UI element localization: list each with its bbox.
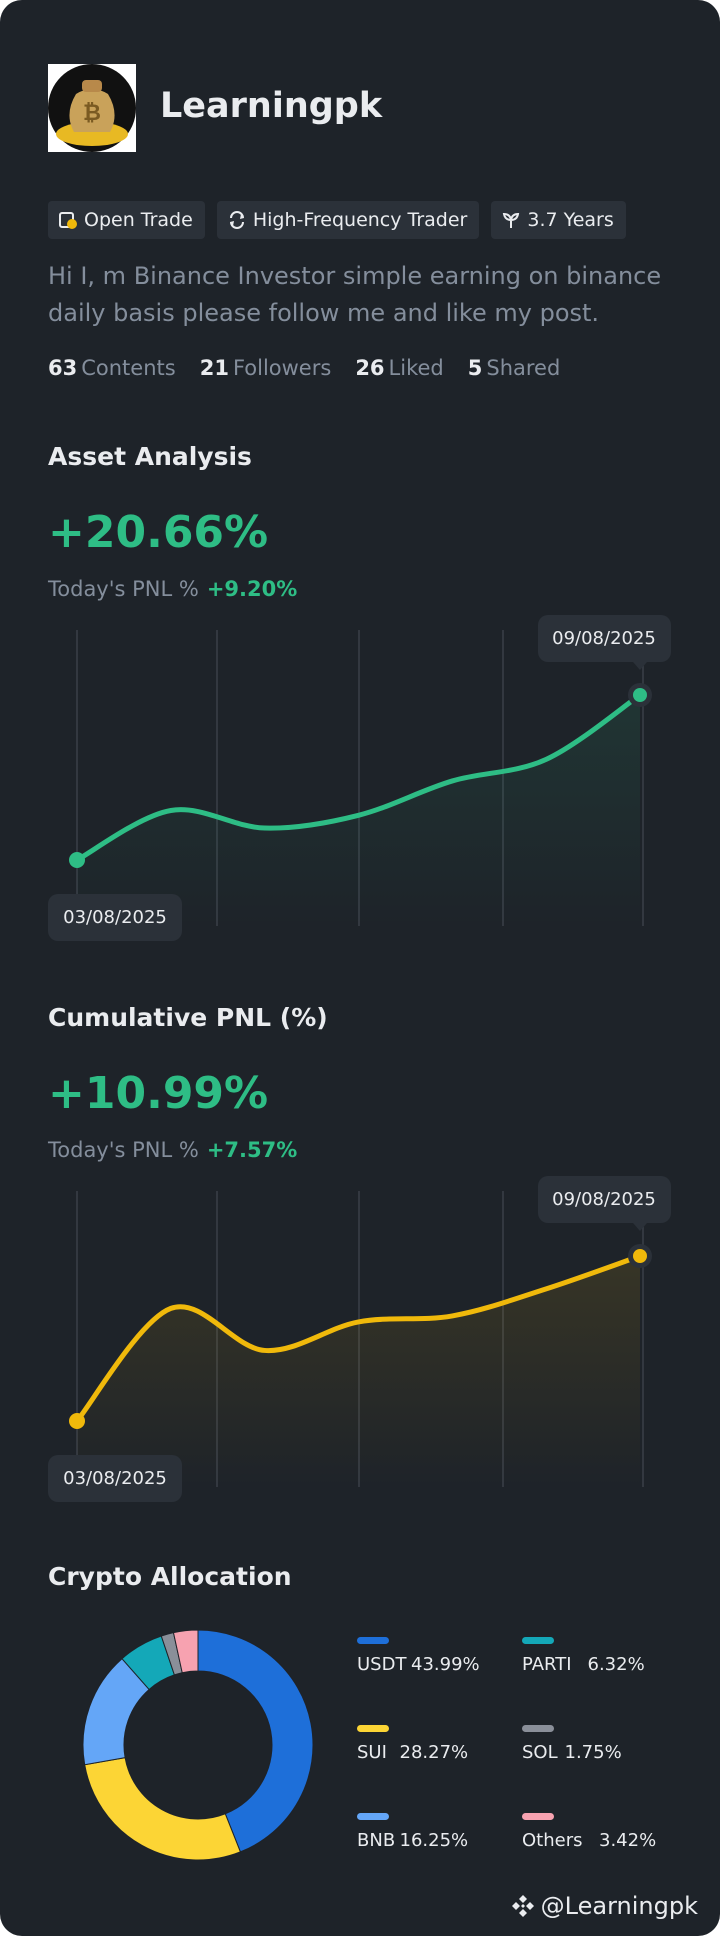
legend-swatch bbox=[522, 1813, 554, 1820]
today-pnl: Today's PNL % +9.20% bbox=[47, 577, 297, 601]
end-point bbox=[633, 1249, 647, 1263]
stat-count: 5 bbox=[467, 356, 483, 380]
date-tooltip bbox=[538, 615, 671, 662]
legend-value: 6.32% bbox=[588, 1654, 645, 1675]
stat: 5 Shared bbox=[468, 356, 561, 380]
section-title: Cumulative PNL (%) bbox=[48, 1003, 328, 1032]
legend-name: PARTI bbox=[522, 1654, 572, 1675]
stat-count: 21 bbox=[199, 356, 229, 380]
legend-swatch bbox=[522, 1725, 554, 1732]
today-label: Today's PNL % bbox=[47, 1138, 199, 1162]
legend-value: 16.25% bbox=[400, 1830, 469, 1851]
section-title: Asset Analysis bbox=[48, 442, 252, 471]
footer: @Learningpk bbox=[509, 1892, 698, 1920]
stat-count: 26 bbox=[355, 356, 385, 380]
tag[interactable]: 3.7 Years bbox=[491, 201, 626, 239]
stats-row: 63 Contents 21 Followers 26 Liked 5 Shared bbox=[48, 356, 560, 380]
footer-handle: @Learningpk bbox=[540, 1892, 698, 1920]
legend-name: SUI bbox=[357, 1742, 387, 1763]
date-tooltip bbox=[48, 1455, 182, 1502]
avatar: ₿ bbox=[48, 64, 136, 152]
tag-row: Open Trade High-Frequency Trader 3.7 Yea… bbox=[48, 201, 626, 239]
svg-text:₿: ₿ bbox=[83, 101, 101, 126]
legend-value: 43.99% bbox=[411, 1654, 480, 1675]
legend-name: USDT bbox=[357, 1654, 407, 1675]
tag-icon bbox=[229, 211, 244, 229]
legend-swatch bbox=[357, 1637, 389, 1644]
date-tooltip bbox=[48, 894, 182, 941]
tag-label: High-Frequency Trader bbox=[252, 209, 468, 231]
line-area bbox=[77, 1256, 640, 1487]
stat: 26 Liked bbox=[355, 356, 443, 380]
tooltip-pointer bbox=[633, 1223, 647, 1231]
stat-label: Followers bbox=[232, 356, 332, 380]
date-label: 03/08/2025 bbox=[63, 1468, 167, 1489]
date-tooltip bbox=[538, 1176, 671, 1223]
binance-logo bbox=[511, 1895, 534, 1917]
date-label: 03/08/2025 bbox=[63, 907, 167, 928]
start-point bbox=[69, 1413, 85, 1429]
section-title: Crypto Allocation bbox=[48, 1562, 292, 1591]
donut-slice bbox=[84, 1757, 242, 1861]
bio: Hi I, m Binance Investor simple earning … bbox=[48, 262, 662, 327]
profile-name: Learningpk bbox=[160, 86, 383, 126]
line-area bbox=[77, 695, 640, 926]
legend-value: 28.27% bbox=[400, 1742, 469, 1763]
legend-swatch bbox=[522, 1637, 554, 1644]
tag-icon bbox=[503, 212, 520, 228]
stat-label: Liked bbox=[388, 356, 444, 380]
line bbox=[74, 692, 643, 863]
legend-name: BNB bbox=[357, 1830, 395, 1851]
legend-value: 3.42% bbox=[599, 1830, 656, 1851]
date-label: 09/08/2025 bbox=[552, 628, 656, 649]
headline-value: +20.66% bbox=[48, 507, 268, 558]
tag-label: 3.7 Years bbox=[527, 209, 614, 231]
headline-value: +10.99% bbox=[48, 1068, 268, 1119]
legend-swatch bbox=[357, 1725, 389, 1732]
donut-slice bbox=[172, 1629, 199, 1674]
tooltip-pointer bbox=[633, 662, 647, 670]
end-point bbox=[633, 688, 647, 702]
line bbox=[74, 1253, 643, 1424]
tag-label: Open Trade bbox=[84, 209, 193, 231]
legend-name: SOL bbox=[522, 1742, 558, 1763]
stat: 63 Contents bbox=[48, 356, 176, 380]
stat-label: Contents bbox=[81, 356, 176, 380]
today-value: +7.57% bbox=[207, 1138, 297, 1162]
donut-slice bbox=[197, 1629, 314, 1853]
legend-value: 1.75% bbox=[565, 1742, 622, 1763]
stat-count: 63 bbox=[48, 356, 78, 380]
stat-label: Shared bbox=[486, 356, 561, 380]
tag[interactable]: Open Trade bbox=[48, 201, 205, 239]
legend-name: Others bbox=[522, 1830, 583, 1851]
start-point bbox=[69, 852, 85, 868]
today-value: +9.20% bbox=[207, 577, 297, 601]
date-label: 09/08/2025 bbox=[552, 1189, 656, 1210]
legend-swatch bbox=[357, 1813, 389, 1820]
charts: Asset Analysis +20.66% Today's PNL % +9.20%… bbox=[47, 442, 671, 1861]
stat: 21 Followers bbox=[200, 356, 332, 380]
tag-icon bbox=[59, 212, 77, 229]
today-pnl: Today's PNL % +7.57% bbox=[47, 1138, 297, 1162]
today-label: Today's PNL % bbox=[47, 577, 199, 601]
tag[interactable]: High-Frequency Trader bbox=[216, 201, 480, 239]
